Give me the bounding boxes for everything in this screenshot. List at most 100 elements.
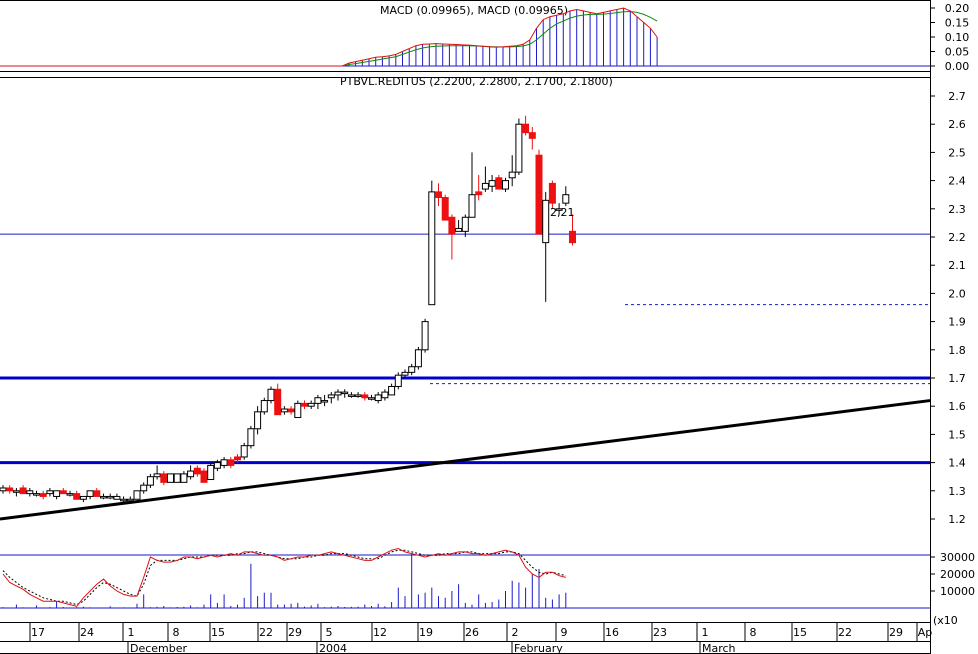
x-tick-label: 19 [419,626,433,639]
candle-body [334,391,342,396]
candle-body [414,349,422,368]
price-y-tick-label: 2.6 [948,118,966,131]
candle-body [535,154,543,235]
price-y-tick-label: 2.7 [948,90,966,103]
macd-lines [0,7,658,67]
candle-body [6,487,14,492]
macd-y-tick-label: 0.05 [945,46,970,59]
candle-body [347,394,355,397]
price-y-tick-label: 1.8 [948,344,966,357]
candle-body [79,495,87,500]
candle-body [234,456,241,461]
candle-body [408,366,416,373]
volume-scale-label: (x10 [933,614,958,627]
candle-body [254,411,262,430]
level-label: 2,21 [550,206,575,219]
price-y-tick-label: 1.7 [948,372,966,385]
candle-body [435,191,442,199]
candle-body [421,321,429,351]
candle-body [280,408,288,413]
x-tick-label: 29 [889,626,903,639]
candle-body [100,495,107,499]
candle-body [307,402,315,407]
price-y-tick-label: 1.9 [948,316,966,329]
candle-body [200,470,208,483]
volume-y-tick-label: 30000 [940,551,975,564]
candle-body [207,464,215,481]
candle-body [180,473,188,483]
candle-body [481,182,489,190]
x-tick-label: 8 [173,626,180,639]
x-tick-label: 24 [80,626,94,639]
candle-body [368,397,375,400]
x-tick-label: 2 [512,626,519,639]
price-y-tick-label: 1.3 [948,485,966,498]
month-label: 2004 [319,642,347,654]
candle-body [555,208,563,211]
x-tick-label: 5 [326,626,333,639]
candle-body [173,473,181,483]
candle-body [475,191,483,196]
candle-body [160,473,168,483]
candle-body [542,199,550,244]
x-tick-label: 12 [373,626,387,639]
candle-body [401,371,409,376]
candle-body [93,490,101,497]
candle-body [321,400,329,403]
price-y-tick-label: 2.4 [948,175,966,188]
candle-body [528,132,536,139]
volume-bars [0,553,930,609]
x-tick-label: 26 [465,626,479,639]
candle-body [0,487,7,492]
x-tick-label: Ap [918,626,933,639]
candle-body [153,473,161,478]
candle-body [267,388,275,402]
macd-line [0,7,658,67]
x-axis: 17 24 1 8 15 22 29 5 12 19 26 2 9 16 23 1 8 15 22 29 ApDecem… [0,622,932,654]
candle-body [361,394,369,399]
price-candles [0,115,576,503]
volume-y-tick-label: 10000 [940,585,975,598]
stochastic-lines [2,547,566,607]
x-tick-label: 15 [211,626,225,639]
candle-body [12,490,20,493]
candle-body [19,487,27,495]
candle-body [240,445,248,458]
candle-body [448,216,456,235]
x-tick-label: 23 [653,626,667,639]
candle-body [260,400,268,413]
x-tick-label: 22 [838,626,852,639]
candle-body [126,498,134,502]
x-tick-label: 16 [605,626,619,639]
candle-body [73,493,81,500]
candle-body [562,194,570,204]
candle-body [294,402,302,418]
candle-body [106,495,114,499]
price-y-tick-label: 2.1 [948,259,966,272]
candle-body [515,123,523,173]
candle-body [274,388,282,416]
candle-body [461,216,469,232]
price-title: PTBVL.REDITUS (2.2200, 2.2800, 2.1700, 2… [340,75,613,88]
x-tick-label: 8 [750,626,757,639]
candle-body [187,470,195,478]
candle-body [120,498,128,502]
candle-body [33,493,40,496]
price-y-tick-label: 1.2 [948,513,966,526]
price-trendline [0,399,931,521]
candle-body [53,490,61,497]
x-tick-label: 15 [793,626,807,639]
macd-title: MACD (0.09965), MACD (0.09965) [380,4,568,17]
candle-body [388,385,396,396]
x-tick-label: 17 [31,626,45,639]
candle-body [548,182,556,204]
price-y-tick-label: 2.2 [948,231,966,244]
price-y-tick-label: 1.4 [948,457,966,470]
candle-body [522,123,530,134]
candle-body [354,394,362,397]
candle-body [227,459,235,466]
macd-y-tick-label: 0.20 [945,2,970,15]
candle-body [327,394,335,399]
